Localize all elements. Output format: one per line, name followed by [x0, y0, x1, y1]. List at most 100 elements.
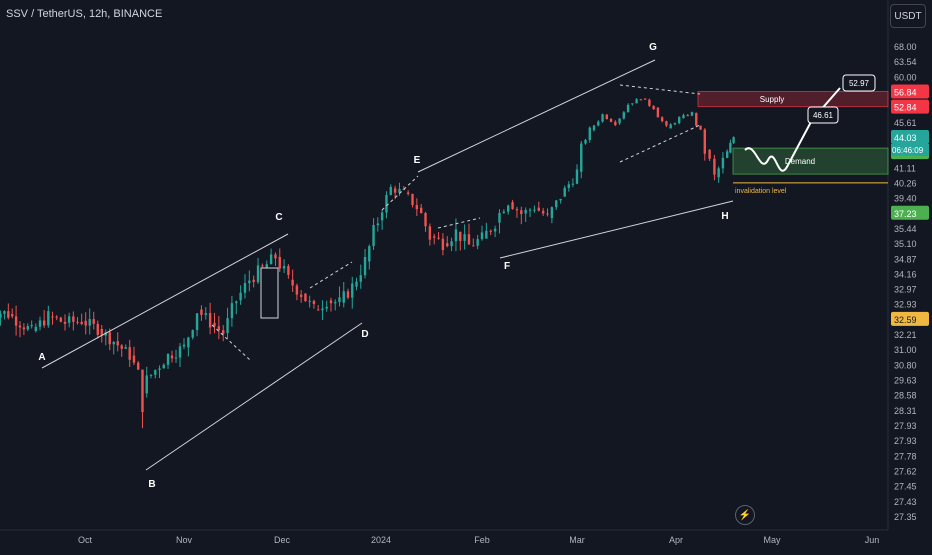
- candle-body: [80, 321, 83, 324]
- candle-body: [287, 266, 290, 275]
- wave-label: G: [649, 42, 657, 53]
- price-axis-label: 35.44: [894, 224, 917, 234]
- candle-body: [269, 254, 273, 265]
- price-axis-label: 27.93: [894, 436, 917, 446]
- candle-body: [174, 357, 178, 359]
- candle-body: [515, 209, 519, 211]
- channel-line-eg: [417, 59, 656, 173]
- candle-body: [334, 302, 337, 304]
- candle-body: [51, 316, 54, 318]
- wave-dash: [211, 324, 251, 361]
- candle-body: [59, 317, 63, 322]
- symbol-title: SSV / TetherUS, 12h, BINANCE: [6, 8, 163, 20]
- candle-body: [721, 157, 725, 169]
- candle-body: [433, 236, 436, 238]
- candle-body: [187, 337, 190, 348]
- candle-body: [699, 125, 702, 130]
- candle-body: [338, 297, 341, 303]
- candle-body: [665, 121, 668, 126]
- candle-body: [124, 347, 127, 349]
- price-axis-label: 40.26: [894, 178, 917, 188]
- candle-body: [108, 332, 111, 345]
- candle-body: [355, 281, 358, 287]
- time-axis-label: May: [763, 535, 781, 545]
- candle-body: [265, 264, 268, 269]
- target-box-low: [807, 106, 839, 124]
- wave-label: H: [721, 211, 728, 222]
- candle-body: [376, 223, 380, 226]
- candle-body: [626, 104, 630, 113]
- candle-body: [502, 211, 506, 213]
- candle-body: [708, 149, 711, 159]
- price-axis-label: 27.62: [894, 467, 917, 477]
- candle-body: [351, 283, 354, 298]
- candle-body: [678, 117, 681, 124]
- candle-body: [154, 370, 157, 375]
- flash-icon[interactable]: ⚡: [735, 505, 755, 525]
- price-label-bg: [891, 311, 929, 326]
- candle-body: [609, 119, 613, 122]
- candle-body: [14, 316, 18, 326]
- candle-body: [398, 189, 401, 193]
- candle-body: [669, 124, 672, 129]
- price-axis-label: 52.84: [894, 103, 917, 113]
- candle-body: [601, 114, 604, 122]
- candle-body: [321, 308, 324, 311]
- candle-body: [278, 256, 281, 269]
- candle-body: [170, 355, 174, 359]
- candle-body: [30, 325, 33, 327]
- candle-body: [132, 355, 136, 363]
- wave-box: [260, 267, 279, 319]
- candle-body: [559, 198, 562, 201]
- price-label-bg: [891, 205, 929, 220]
- candle-body: [162, 364, 165, 369]
- candle-body: [3, 311, 6, 314]
- wave-label: E: [414, 155, 421, 166]
- candle-body: [217, 326, 221, 331]
- candle-body: [580, 143, 583, 172]
- candle-body: [584, 139, 587, 144]
- candle-body: [690, 112, 694, 116]
- price-axis-label: 41.11: [894, 163, 916, 173]
- time-axis-label: Nov: [176, 535, 193, 545]
- candle-body: [550, 207, 554, 219]
- candle-body: [472, 245, 475, 247]
- candle-body: [67, 316, 71, 323]
- wave-label: D: [361, 329, 368, 340]
- candle-body: [652, 105, 655, 110]
- projection-path: [744, 87, 841, 172]
- wave-label: F: [504, 261, 510, 272]
- candle-body: [299, 294, 303, 297]
- candle-body: [639, 99, 643, 101]
- candle-body: [563, 187, 566, 197]
- candle-body: [713, 158, 716, 175]
- candle-body: [316, 309, 320, 311]
- candle-body: [137, 362, 140, 370]
- candle-body: [631, 103, 634, 105]
- candle-body: [686, 115, 689, 117]
- candle-body: [682, 115, 685, 119]
- currency-button[interactable]: USDT: [890, 4, 926, 28]
- candle-body: [274, 254, 277, 259]
- candle-body: [493, 228, 497, 232]
- price-axis-label: 35.10: [894, 239, 917, 249]
- candle-body: [555, 200, 558, 208]
- price-axis-label: 27.78: [894, 451, 917, 461]
- price-axis-label: 27.93: [894, 421, 917, 431]
- supply-label: Supply: [760, 95, 784, 104]
- candle-body: [100, 328, 103, 336]
- candle-body: [419, 207, 423, 214]
- candle-body: [622, 112, 626, 119]
- candle-body: [717, 168, 720, 178]
- candle-body: [329, 300, 333, 304]
- candle-body: [191, 330, 194, 338]
- candle-body: [363, 257, 367, 276]
- candle-body: [88, 319, 91, 326]
- candle-body: [308, 300, 311, 302]
- candle-body: [614, 121, 617, 126]
- candle-body: [7, 311, 10, 318]
- candle-body: [47, 311, 50, 326]
- candle-body: [656, 107, 660, 118]
